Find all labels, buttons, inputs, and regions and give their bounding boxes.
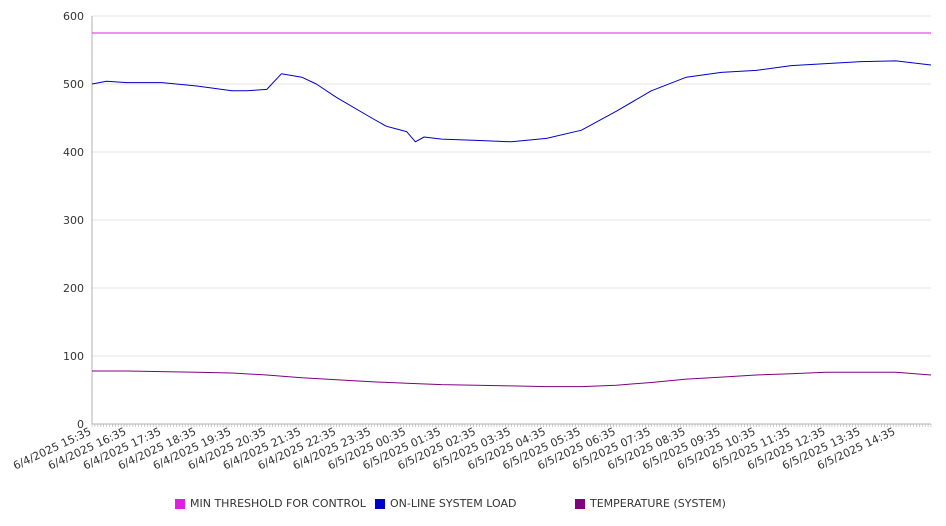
x-axis: 6/4/2025 15:356/4/2025 16:356/4/2025 17:… — [11, 423, 932, 472]
legend: MIN THRESHOLD FOR CONTROL ON-LINE SYSTEM… — [0, 497, 946, 515]
y-tick-label: 400 — [63, 146, 84, 159]
legend-swatch — [175, 498, 185, 509]
grid — [92, 15, 931, 357]
legend-swatch — [375, 498, 385, 509]
legend-label: MIN THRESHOLD FOR CONTROL — [190, 497, 366, 510]
legend-item-temperature: TEMPERATURE (SYSTEM) — [575, 497, 726, 510]
y-tick-label: 100 — [63, 350, 84, 363]
series-line-1 — [91, 60, 932, 143]
legend-label: ON-LINE SYSTEM LOAD — [390, 497, 517, 510]
y-tick-label: 300 — [63, 214, 84, 227]
legend-label: TEMPERATURE (SYSTEM) — [590, 497, 726, 510]
y-tick-label: 600 — [63, 10, 84, 23]
legend-item-system-load: ON-LINE SYSTEM LOAD — [375, 497, 516, 510]
legend-swatch — [575, 498, 585, 509]
y-axis: 0 100 200 300 400 500 600 — [63, 10, 93, 431]
series-line-2 — [92, 370, 932, 388]
y-tick-label: 0 — [77, 418, 84, 431]
series-lines — [91, 32, 932, 388]
legend-item-min-threshold: MIN THRESHOLD FOR CONTROL — [175, 497, 366, 510]
y-tick-label: 200 — [63, 282, 84, 295]
y-tick-label: 500 — [63, 78, 84, 91]
